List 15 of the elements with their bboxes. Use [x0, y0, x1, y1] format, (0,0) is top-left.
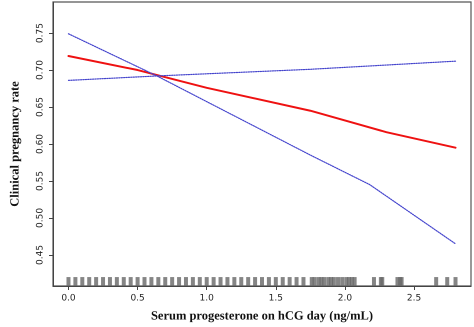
- y-tick-label: 0.45: [36, 244, 46, 265]
- y-tick-label: 0.60: [36, 134, 46, 154]
- y-tick-label: 0.55: [36, 170, 46, 192]
- x-tick-label: 0.0: [61, 294, 76, 304]
- x-tick-label: 0.5: [130, 294, 145, 304]
- x-tick-label: 1.5: [268, 294, 283, 304]
- x-tick-label: 1.0: [200, 294, 214, 304]
- y-axis-title: Clinical pregnancy rate: [8, 80, 22, 207]
- x-tick-label: 2.5: [406, 294, 422, 304]
- y-tick-label: 0.70: [36, 60, 46, 80]
- x-tick-label: 2.0: [338, 294, 352, 304]
- y-tick-label: 0.50: [36, 208, 46, 228]
- y-tick-label: 0.65: [36, 96, 46, 118]
- x-axis-title: Serum progesterone on hCG day (ng/mL): [150, 308, 374, 322]
- y-tick-label: 0.75: [36, 23, 46, 44]
